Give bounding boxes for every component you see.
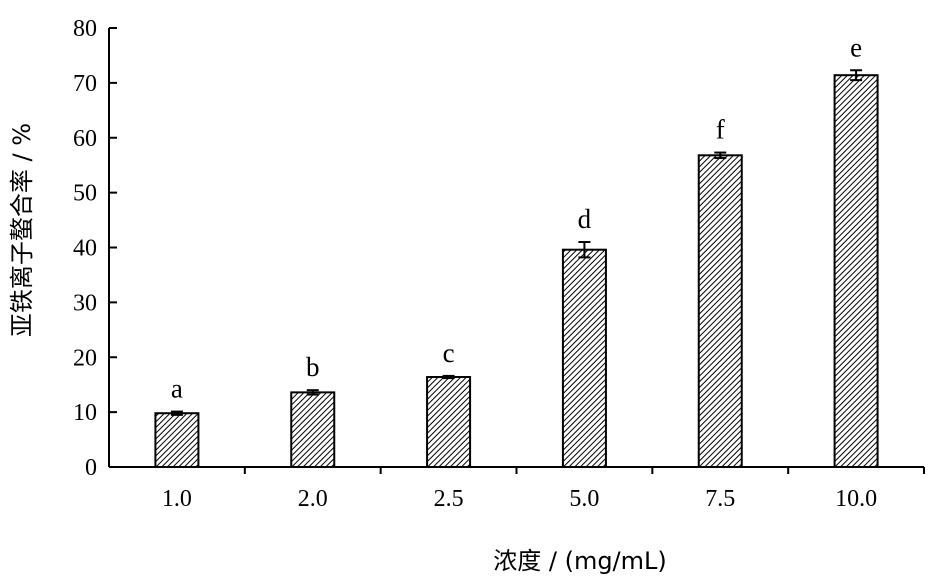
bar-significance-label: e <box>850 32 862 62</box>
x-tick-label: 2.5 <box>434 486 464 512</box>
x-tick-label: 2.0 <box>298 486 328 512</box>
bar <box>697 154 743 468</box>
y-tick-label: 30 <box>73 290 97 316</box>
bar <box>561 248 607 468</box>
x-tick-label: 7.5 <box>705 486 735 512</box>
y-tick-label: 60 <box>73 126 97 152</box>
bar-significance-label: b <box>306 352 320 382</box>
bar <box>290 391 336 468</box>
x-tick-label: 10.0 <box>835 486 877 512</box>
bar <box>154 412 200 469</box>
bar-significance-label: d <box>578 204 592 234</box>
bar <box>426 376 472 469</box>
bar-significance-label: f <box>716 115 725 145</box>
y-tick-label: 80 <box>73 16 97 42</box>
bar-significance-label: c <box>443 338 455 368</box>
y-tick-label: 10 <box>73 400 97 426</box>
x-tick-label: 5.0 <box>569 486 599 512</box>
x-tick-label: 1.0 <box>162 486 192 512</box>
x-axis-title: 浓度 / (mg/mL) <box>493 547 667 575</box>
bar <box>833 74 879 468</box>
y-tick-label: 20 <box>73 345 97 371</box>
y-tick-label: 50 <box>73 181 97 207</box>
y-tick-label: 0 <box>85 455 97 481</box>
bar-significance-label: a <box>171 374 183 404</box>
y-tick-label: 70 <box>73 71 97 97</box>
y-tick-label: 40 <box>73 236 97 262</box>
y-axis-title: 亚铁离子螯合率 / % <box>8 123 36 337</box>
